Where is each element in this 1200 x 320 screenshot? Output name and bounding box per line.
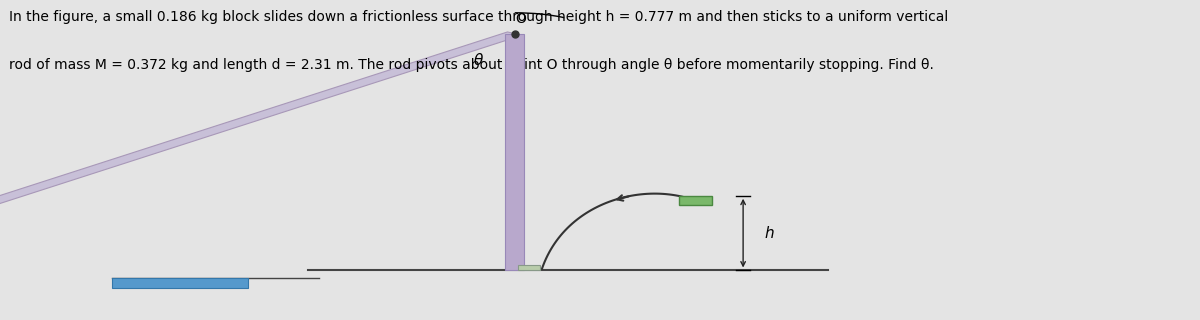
Bar [518,265,540,270]
Text: h: h [764,226,774,241]
Bar [505,34,524,270]
Bar [679,196,713,205]
Text: In the figure, a small 0.186 kg block slides down a frictionless surface through: In the figure, a small 0.186 kg block sl… [10,10,949,24]
Bar [113,278,248,288]
Polygon shape [0,32,522,217]
Text: rod of mass M = 0.372 kg and length d = 2.31 m. The rod pivots about point O thr: rod of mass M = 0.372 kg and length d = … [10,58,935,72]
Text: θ: θ [474,53,484,68]
Text: O: O [515,12,526,26]
